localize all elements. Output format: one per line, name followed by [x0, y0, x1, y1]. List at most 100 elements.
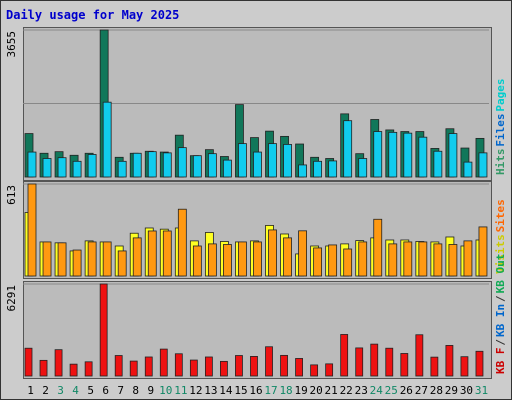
bar-sites — [463, 240, 473, 277]
bar-sites — [328, 244, 338, 277]
bar-files — [42, 158, 52, 178]
day-label: 29 — [445, 384, 458, 397]
bar-files — [117, 160, 127, 178]
day-label: 12 — [189, 384, 202, 397]
bar-sites — [72, 249, 82, 277]
bar-kb-f — [69, 363, 78, 377]
bar-sites — [253, 241, 262, 277]
bar-sites — [87, 241, 97, 277]
bar-sites — [27, 183, 37, 277]
bar-files — [147, 151, 157, 178]
day-label: 1 — [27, 384, 34, 397]
bar-kb-f — [340, 334, 349, 377]
y-max-label: 3655 — [5, 31, 18, 58]
day-label: 27 — [415, 384, 428, 397]
bar-kb-f — [159, 348, 168, 377]
bar-sites — [403, 241, 413, 277]
bar-sites — [207, 243, 217, 277]
bar-sites — [478, 226, 488, 277]
bar-files — [478, 152, 488, 178]
bar-kb-f — [204, 356, 213, 377]
bar-files — [238, 143, 247, 178]
legend-entry: KB F — [494, 348, 507, 375]
bar-files — [388, 131, 398, 178]
bar-files — [223, 159, 232, 178]
legend-entry: Visits — [494, 234, 507, 274]
legend-entry: / — [494, 295, 507, 302]
day-label: 20 — [310, 384, 323, 397]
bar-kb-f — [445, 345, 454, 377]
legend-entry: Sites — [494, 199, 507, 232]
y-max-label: 613 — [5, 185, 18, 205]
day-label: 28 — [430, 384, 443, 397]
bar-sites — [57, 242, 67, 277]
day-label: 5 — [87, 384, 94, 397]
bar-files — [283, 144, 292, 178]
day-label: 16 — [249, 384, 262, 397]
bar-kb-f — [54, 349, 63, 377]
bar-kb-f — [310, 364, 319, 377]
bar-kb-f — [220, 360, 228, 377]
bar-sites — [313, 247, 323, 277]
legend-entry: Pages — [494, 78, 507, 111]
bar-sites — [283, 237, 292, 277]
bar-files — [57, 157, 67, 178]
bar-sites — [223, 244, 232, 277]
bar-files — [102, 101, 112, 178]
bar-files — [162, 152, 172, 178]
bar-sites — [238, 241, 247, 277]
day-label: 7 — [117, 384, 124, 397]
bar-files — [87, 154, 97, 178]
legend-entry: / — [494, 339, 507, 346]
bar-files — [177, 147, 187, 178]
bar-kb-f — [265, 346, 273, 377]
bar-kb-f — [235, 355, 243, 377]
bar-sites — [42, 241, 52, 277]
day-label: 22 — [340, 384, 353, 397]
bar-kb-f — [415, 334, 424, 377]
bar-kb-f — [280, 354, 288, 377]
day-label: 14 — [219, 384, 233, 397]
bar-files — [433, 150, 443, 178]
bar-files — [328, 160, 338, 178]
bar-sites — [388, 243, 398, 277]
bar-files — [132, 152, 142, 178]
bar-sites — [433, 243, 443, 277]
chart-title: Daily usage for May 2025 — [6, 8, 180, 22]
day-label: 23 — [355, 384, 368, 397]
bar-kb-f — [475, 350, 484, 377]
legend-entry: Hits — [494, 149, 507, 176]
day-label: 13 — [204, 384, 217, 397]
bar-kb-f — [370, 343, 379, 377]
bar-kb-f — [385, 347, 394, 377]
day-label: 15 — [234, 384, 247, 397]
bar-sites — [162, 230, 172, 277]
bar-files — [343, 120, 353, 178]
bar-files — [358, 158, 368, 178]
day-label: 6 — [102, 384, 109, 397]
bar-files — [403, 132, 413, 178]
bar-kb-f — [114, 355, 123, 377]
bar-files — [418, 136, 428, 178]
bar-sites — [373, 218, 383, 277]
bar-kb-f — [295, 358, 303, 377]
bar-files — [268, 143, 277, 178]
bar-sites — [358, 241, 368, 277]
bar-kb-f — [325, 363, 334, 377]
day-label: 18 — [279, 384, 292, 397]
bar-sites — [177, 208, 187, 277]
bar-sites — [343, 248, 353, 277]
bar-kb-f — [24, 347, 33, 377]
day-label: 17 — [264, 384, 277, 397]
bar-kb-f — [189, 359, 198, 377]
bar-files — [298, 164, 307, 178]
day-label: 25 — [385, 384, 398, 397]
bar-files — [207, 153, 217, 178]
day-label: 19 — [294, 384, 307, 397]
day-label: 3 — [57, 384, 64, 397]
bar-files — [192, 155, 202, 178]
bar-files — [253, 151, 262, 178]
day-label: 31 — [475, 384, 488, 397]
bar-sites — [268, 229, 277, 277]
